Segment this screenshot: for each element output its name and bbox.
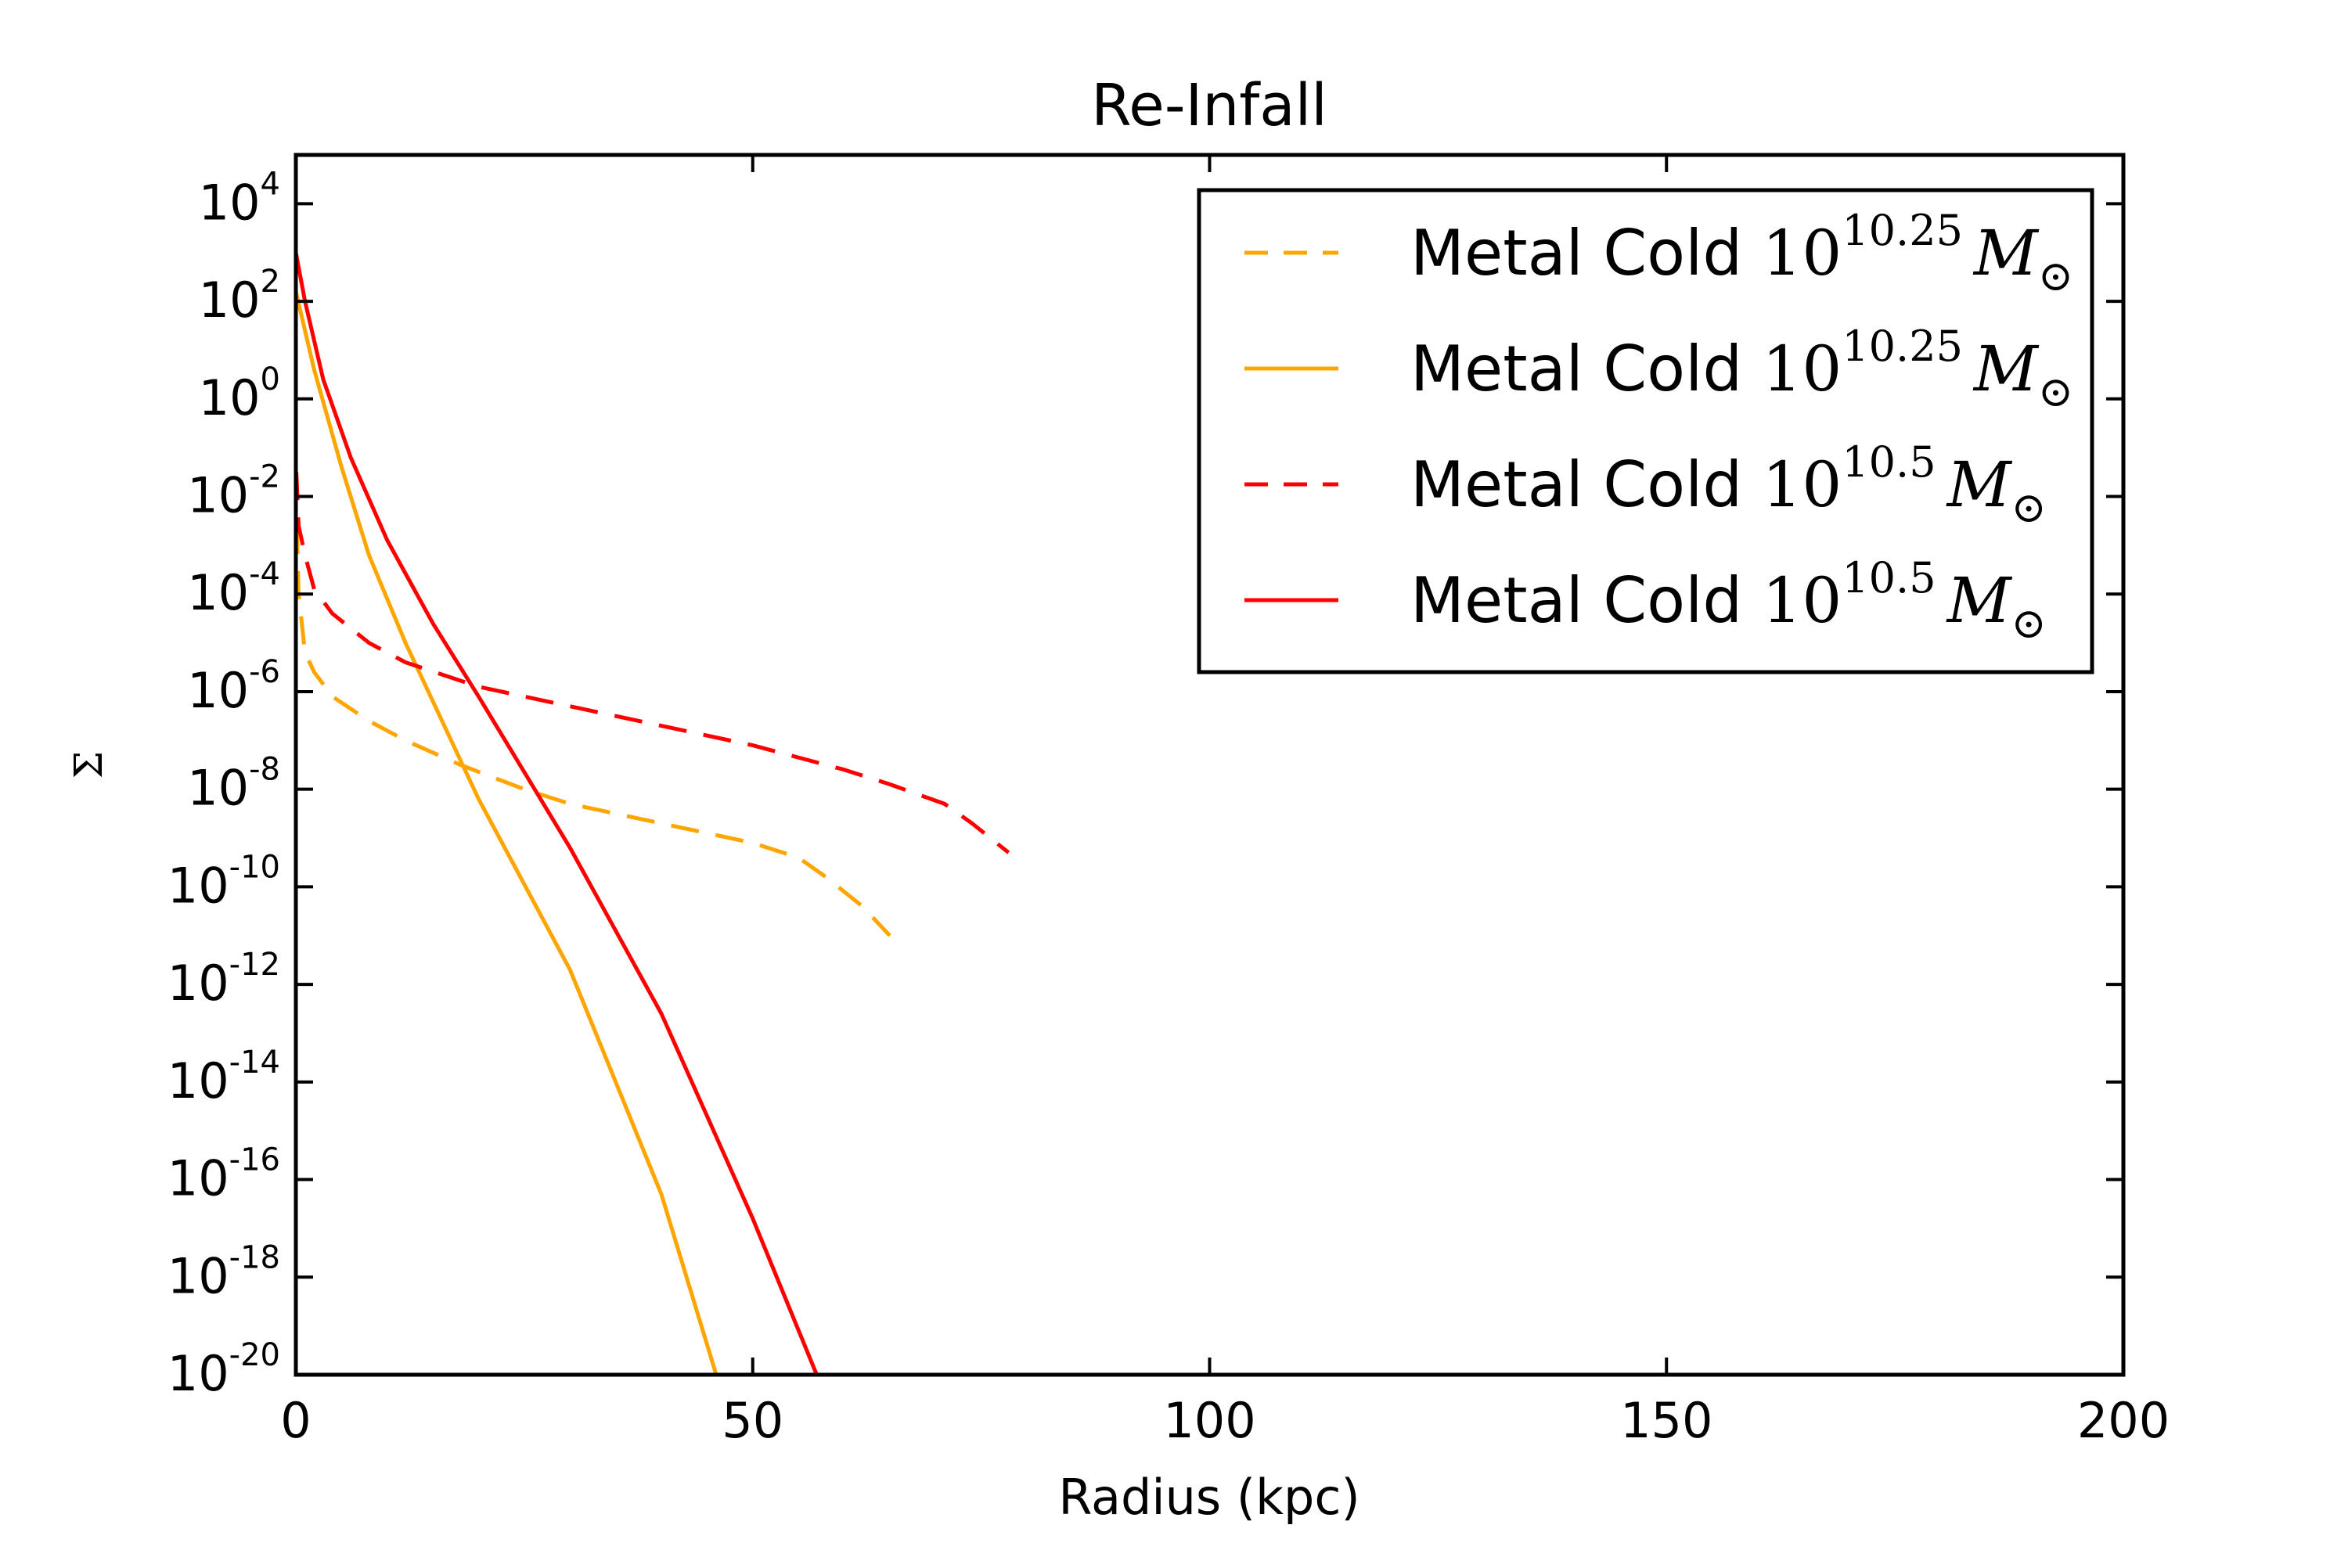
y-tick-label: 10-18 bbox=[167, 1239, 280, 1304]
y-tick-label: 10-4 bbox=[187, 556, 280, 621]
y-tick-label: 10-10 bbox=[167, 849, 280, 914]
legend-box bbox=[1197, 188, 2094, 674]
x-tick-label: 50 bbox=[722, 1392, 783, 1449]
y-tick-label: 10-8 bbox=[187, 752, 280, 817]
y-tick-label: 10-12 bbox=[167, 947, 280, 1012]
y-axis-title: Σ bbox=[66, 751, 111, 779]
y-tick-label: 10-2 bbox=[187, 459, 280, 524]
series-line-1 bbox=[296, 525, 891, 937]
y-axis-ticks: 10-20 10-18 10-16 10-14 10-12 10-10 10-8 10-6 10… bbox=[167, 166, 2123, 1402]
x-tick-label: 150 bbox=[1620, 1392, 1712, 1449]
legend-label-2: Metal Cold 1010.25 M⊙ bbox=[1410, 322, 2073, 416]
x-axis-ticks: 0 50 100 150 200 bbox=[280, 155, 2170, 1449]
legend: Metal Cold 1010.25 M⊙ Metal Cold 1010.25 M⊙… bbox=[1197, 188, 2094, 674]
series-line-4 bbox=[296, 252, 819, 1375]
y-tick-label: 104 bbox=[199, 166, 280, 231]
x-axis-title: Radius (kpc) bbox=[1058, 1469, 1359, 1526]
y-tick-label: 10-16 bbox=[167, 1142, 280, 1207]
x-tick-label: 100 bbox=[1163, 1392, 1255, 1449]
series-line-3 bbox=[296, 472, 1010, 854]
series-layer bbox=[296, 252, 1010, 1375]
series-line-2 bbox=[296, 291, 718, 1375]
y-tick-label: 10-20 bbox=[167, 1337, 280, 1402]
x-tick-label: 0 bbox=[280, 1392, 311, 1449]
y-tick-label: 10-14 bbox=[167, 1045, 280, 1109]
y-tick-label: 10-6 bbox=[187, 654, 280, 719]
chart-title: Re-Infall bbox=[1091, 72, 1327, 139]
legend-label-1: Metal Cold 1010.25 M⊙ bbox=[1410, 206, 2073, 300]
legend-label-3: Metal Cold 1010.5 M⊙ bbox=[1410, 437, 2047, 532]
x-tick-label: 200 bbox=[2077, 1392, 2170, 1449]
legend-label-4: Metal Cold 1010.5 M⊙ bbox=[1410, 553, 2047, 648]
plot-frame bbox=[294, 153, 2126, 1377]
y-tick-label: 102 bbox=[199, 264, 280, 329]
y-tick-label: 100 bbox=[199, 361, 280, 426]
